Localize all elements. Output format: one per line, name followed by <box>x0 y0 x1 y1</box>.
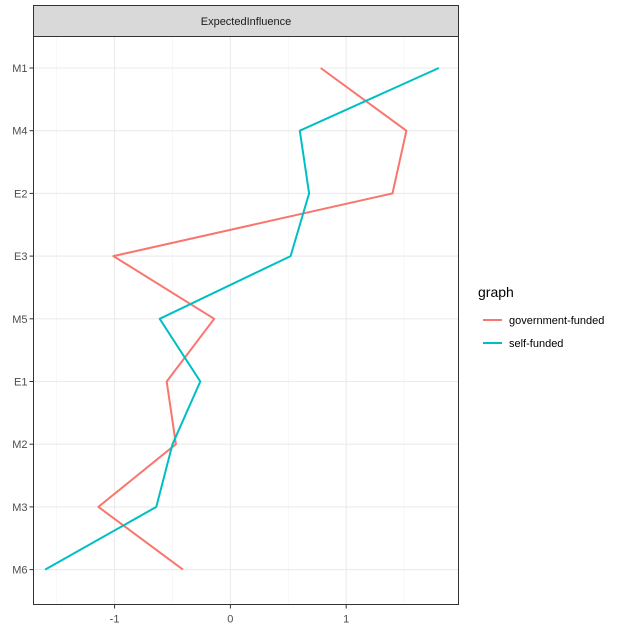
y-axis: M1 M4 E2 E3 M5 E1 M2 M3 M6 <box>12 63 34 577</box>
legend-label-self-funded: self-funded <box>509 338 563 350</box>
x-tick-label: 1 <box>343 614 349 626</box>
x-tick-label: -1 <box>110 614 120 626</box>
x-tick-label: 0 <box>227 614 233 626</box>
y-tick-label: M2 <box>12 439 27 451</box>
legend-label-government-funded: government-funded <box>509 315 604 327</box>
y-tick-label: E2 <box>14 188 27 200</box>
legend-items: government-funded self-funded <box>483 315 604 350</box>
y-tick-label: M4 <box>12 126 27 138</box>
legend: graph government-funded self-funded <box>478 284 604 350</box>
y-tick-label: E1 <box>14 377 27 389</box>
grid-major <box>33 36 459 605</box>
strip-background <box>33 5 459 37</box>
y-tick-label: M1 <box>12 63 27 75</box>
legend-title: graph <box>478 284 514 300</box>
y-tick-label: M6 <box>12 565 27 577</box>
y-tick-label: M5 <box>12 314 27 326</box>
facet-strip-title: ExpectedInfluence <box>201 16 292 28</box>
series-lines <box>44 67 440 571</box>
series-line-self-funded <box>44 67 440 571</box>
x-axis: -1 0 1 <box>110 604 349 626</box>
series-line-government-funded <box>97 67 408 571</box>
y-tick-label: M3 <box>12 502 27 514</box>
y-tick-label: E3 <box>14 251 27 263</box>
